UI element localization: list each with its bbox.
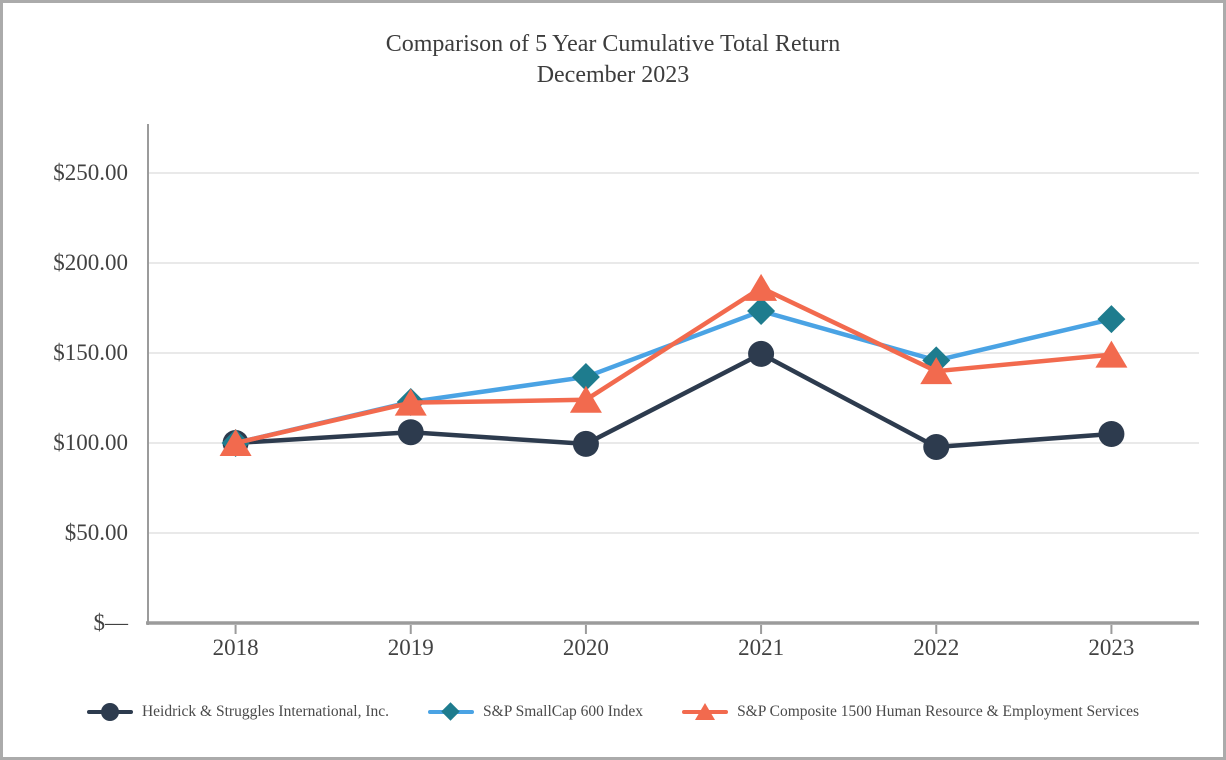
triangle-marker-icon [219,429,252,456]
x-axis-tick-label: 2019 [387,635,434,660]
triangle-marker-icon [394,388,427,416]
series-line [233,351,1114,450]
x-axis-tick-label: 2022 [913,635,960,660]
legend-label: Heidrick & Struggles International, Inc. [141,703,390,720]
series-line [233,308,1114,446]
y-axis-tick-label: $150.00 [53,340,128,365]
series-1 [221,297,1126,457]
series-0 [222,340,1125,460]
circle-marker-icon [397,419,424,446]
y-axis-tick-label: $50.00 [64,520,128,545]
legend-label: S&P SmallCap 600 Index [483,703,644,720]
circle-marker-icon [923,433,950,460]
x-axis-tick-label: 2018 [212,635,259,660]
gridlines [148,172,1199,534]
plot-area [146,124,1199,634]
circle-marker-icon [748,340,775,367]
legend-item-sp-smallcap-600: S&P SmallCap 600 Index [428,700,643,724]
axes [146,124,1199,634]
y-axis-tick-label: $250.00 [53,160,128,185]
diamond-marker-icon [1097,305,1126,334]
diamond-marker-icon [571,362,600,391]
x-axis-tick-label: 2021 [738,635,785,660]
chart-title: Comparison of 5 Year Cumulative Total Re… [3,29,1223,91]
y-axis-tick-label: $100.00 [53,430,128,455]
series-line [233,285,1114,446]
chart-title-line2: December 2023 [536,62,690,88]
circle-marker-icon [1098,421,1125,447]
triangle-marker-icon [569,385,602,413]
x-axis-tick-label: 2023 [1088,635,1135,660]
y-axis-tick-label: $200.00 [53,250,128,275]
legend-item-sp-composite-1500: S&P Composite 1500 Human Resource & Empl… [682,700,1139,724]
chart-title-line1: Comparison of 5 Year Cumulative Total Re… [385,31,841,57]
legend-label: S&P Composite 1500 Human Resource & Empl… [737,703,1140,720]
triangle-marker-icon [1095,340,1128,368]
triangle-marker-icon [920,357,953,385]
legend-item-heidrick: Heidrick & Struggles International, Inc. [86,700,390,724]
x-axis-tick-label: 2020 [562,635,609,660]
triangle-marker-icon [682,702,729,722]
diamond-marker-icon [747,297,776,326]
y-axis-tick-label: $— [93,610,129,635]
diamond-marker-icon [428,702,475,722]
legend: Heidrick & Struggles International, Inc.… [3,700,1223,724]
circle-marker-icon [86,702,133,722]
triangle-marker-icon [745,273,778,301]
circle-marker-icon [572,430,599,457]
series-2 [219,273,1128,456]
